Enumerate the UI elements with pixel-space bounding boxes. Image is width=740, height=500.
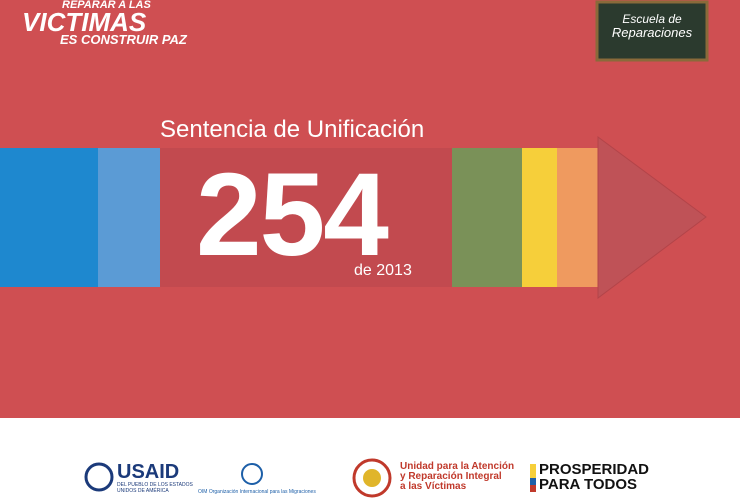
usaid-seal [84, 462, 114, 492]
arrow [0, 0, 709, 299]
chalkboard [595, 0, 709, 62]
prosperidad-line: PARA TODOS [539, 476, 638, 493]
arrow-head [597, 136, 707, 299]
school-logo: Escuela de Reparaciones [600, 12, 704, 40]
flag-stripe [530, 464, 536, 492]
campaign-logo: REPARAR A LAS VICTIMAS ES CONSTRUIR PAZ [22, 0, 187, 46]
oim-name: OIM Organización Internacional para las … [198, 489, 316, 495]
unidad-line: y Reparación Integral [400, 471, 502, 482]
usaid-tagline: UNIDOS DE AMÉRICA [117, 488, 169, 494]
unidad-logo: Unidad para la Atención y Reparación Int… [400, 462, 514, 492]
usaid-logo: USAID DEL PUEBLO DE LOS ESTADOS UNIDOS D… [117, 462, 193, 494]
strip [557, 148, 598, 287]
unidad-line: Unidad para la Atención [400, 461, 515, 472]
year: de 2013 [354, 262, 412, 279]
school-line: Reparaciones [611, 25, 693, 40]
unidad-line: a las Víctimas [400, 481, 467, 492]
strip [160, 148, 452, 287]
campaign-line: REPARAR A LAS [62, 0, 151, 11]
strip [452, 148, 522, 287]
strip [0, 148, 98, 287]
school-line: Escuela de [622, 12, 682, 26]
title: Sentencia de Unificación [160, 116, 425, 143]
prosperidad-logo: PROSPERIDAD PARA TODOS [539, 462, 649, 492]
oim-emblem [241, 463, 263, 485]
usaid-tagline: DEL PUEBLO DE LOS ESTADOS [117, 482, 193, 488]
strip [98, 148, 160, 287]
strip [522, 148, 557, 287]
campaign-line: ES CONSTRUIR PAZ [60, 32, 187, 47]
prosperidad-line: PROSPERIDAD [539, 461, 650, 478]
campaign-line: VICTIMAS [22, 7, 147, 37]
number: 254 [196, 149, 389, 281]
government-seal [352, 458, 392, 498]
usaid-name: USAID [117, 461, 180, 483]
